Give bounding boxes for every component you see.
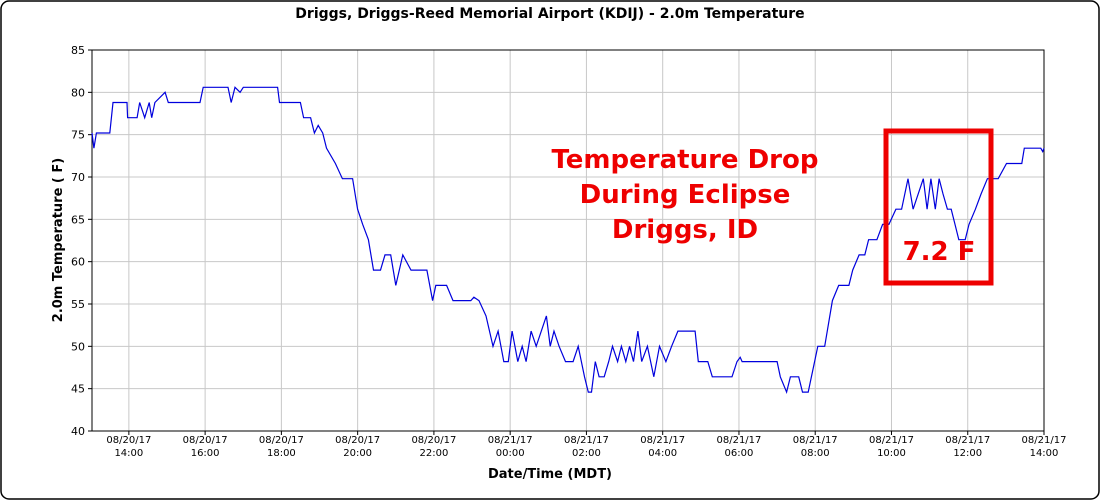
x-tick-label: 08/21/17 14:00 (1022, 435, 1067, 459)
x-tick-label: 08/21/17 00:00 (488, 435, 533, 459)
chart-title: Driggs, Driggs-Reed Memorial Airport (KD… (295, 6, 804, 22)
y-tick-label: 50 (71, 340, 85, 353)
line-series (91, 86, 1045, 395)
annotation: During Eclipse (580, 180, 791, 210)
annotation: Temperature Drop (552, 145, 819, 175)
y-tick-label: 45 (71, 383, 85, 396)
y-tick-label: 75 (71, 129, 85, 142)
y-tick-label: 65 (71, 213, 85, 226)
y-tick-label: 60 (71, 256, 85, 269)
x-tick-label: 08/21/17 02:00 (564, 435, 609, 459)
plot-border (91, 49, 1045, 432)
y-tick-label: 40 (71, 425, 85, 438)
plot-area: 40 45 50 55 60 65 70 75 80 85 08/20/17 14:00 08/20/1… (71, 44, 1066, 459)
annotation: Driggs, ID (612, 215, 758, 245)
y-tick-label: 70 (71, 171, 85, 184)
x-tick-label: 08/20/17 16:00 (183, 435, 228, 459)
x-tick-label: 08/20/17 14:00 (106, 435, 151, 459)
x-tick-label: 08/21/17 06:00 (716, 435, 761, 459)
y-axis-label: 2.0m Temperature ( F) (51, 158, 66, 322)
highlight-box (883, 128, 994, 286)
x-axis-label: Date/Time (MDT) (488, 467, 612, 482)
x-tick-label: 08/21/17 10:00 (869, 435, 914, 459)
annotation: 7.2 F (903, 237, 976, 267)
x-tick-label: 08/21/17 12:00 (945, 435, 990, 459)
x-tick-label: 08/20/17 22:00 (411, 435, 456, 459)
y-tick-label: 85 (71, 44, 85, 57)
x-tick-label: 08/20/17 20:00 (335, 435, 380, 459)
x-tick-label: 08/21/17 04:00 (640, 435, 685, 459)
x-tick-label: 08/21/17 08:00 (793, 435, 838, 459)
y-tick-label: 80 (71, 86, 85, 99)
y-tick-label: 55 (71, 298, 85, 311)
x-tick-label: 08/20/17 18:00 (259, 435, 304, 459)
